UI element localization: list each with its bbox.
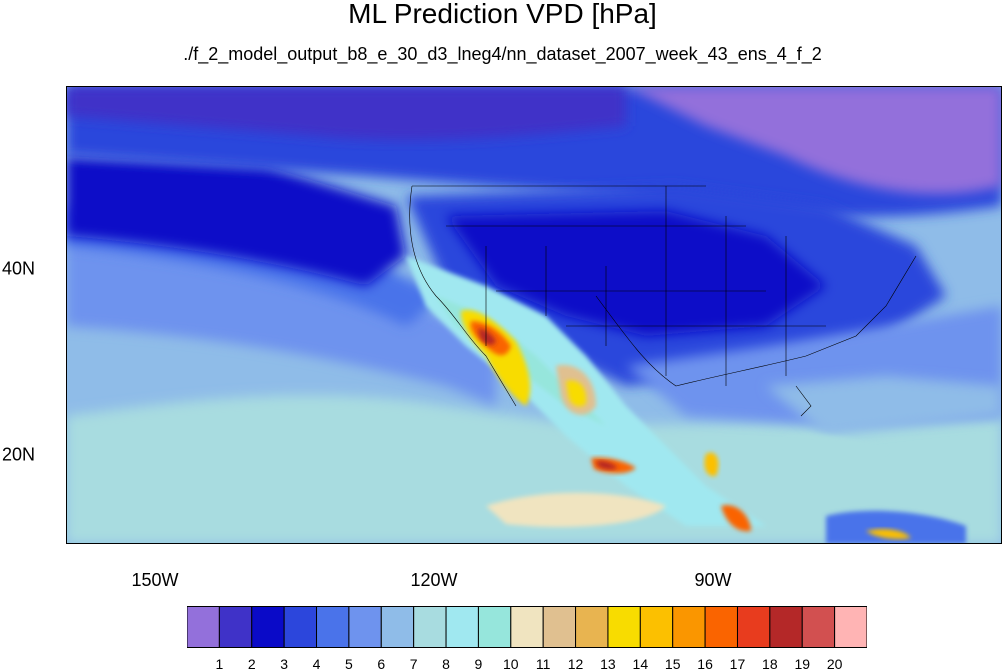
lon-tick-label-150w: 150W	[131, 570, 179, 590]
legend-tick-label: 16	[697, 656, 713, 672]
map-plot-area	[66, 86, 1002, 544]
legend-swatch	[187, 606, 220, 648]
legend-tick-label: 13	[600, 656, 616, 672]
boundary-lines	[409, 185, 917, 417]
lon-tick-label-90w: 90W	[694, 570, 732, 590]
legend-swatch	[477, 606, 512, 648]
color-legend	[187, 606, 867, 648]
legend-tick-label: 6	[377, 656, 386, 672]
legend-swatch	[639, 606, 674, 648]
legend-tick-label: 1	[215, 656, 224, 672]
legend-swatch	[736, 606, 771, 648]
legend-tick-label: 11	[535, 656, 551, 672]
legend-swatch	[704, 606, 738, 648]
legend-swatch	[348, 606, 382, 648]
legend-swatch	[251, 606, 285, 648]
legend-swatch	[283, 606, 318, 648]
legend-tick-label: 2	[247, 656, 256, 672]
legend-swatch	[801, 606, 836, 648]
lon-tick-label-120w: 120W	[410, 570, 458, 590]
legend-swatch	[380, 606, 415, 648]
legend-tick-label: 5	[344, 656, 353, 672]
legend-tick-label: 15	[664, 656, 681, 672]
legend-tick-label: 12	[567, 656, 584, 672]
legend-swatch	[218, 606, 253, 648]
legend-tick-label: 9	[474, 656, 483, 672]
lat-tick-label-20n: 20N	[2, 444, 36, 465]
map-border	[66, 86, 1002, 544]
map-title: ML Prediction VPD [hPa]	[348, 0, 657, 29]
legend-swatch	[510, 606, 544, 648]
vpd-contour-layers	[66, 86, 1002, 544]
legend-swatch	[316, 606, 350, 648]
legend-swatch	[607, 606, 641, 648]
vpd-field-map	[66, 86, 1002, 544]
legend-swatch	[413, 606, 447, 648]
legend-tick-label: 20	[826, 656, 843, 672]
legend-swatch	[834, 606, 867, 648]
legend-tick-label: 8	[442, 656, 450, 672]
lat-tick-label-40n: 40N	[2, 258, 36, 279]
color-legend-bar	[187, 606, 867, 648]
legend-swatch	[672, 606, 706, 648]
legend-tick-label: 10	[503, 656, 519, 672]
legend-tick-label: 14	[632, 656, 649, 672]
legend-tick-label: 3	[280, 656, 289, 672]
legend-swatch	[445, 606, 479, 648]
legend-tick-label: 18	[762, 656, 778, 672]
map-subtitle: ./f_2_model_output_b8_e_30_d3_lneg4/nn_d…	[183, 44, 822, 64]
legend-tick-label: 7	[409, 656, 418, 672]
legend-tick-label: 19	[794, 656, 811, 672]
legend-swatch	[769, 606, 803, 648]
legend-swatch	[542, 606, 577, 648]
legend-tick-label: 4	[312, 656, 321, 672]
legend-swatch	[575, 606, 609, 648]
legend-tick-label: 17	[729, 656, 746, 672]
